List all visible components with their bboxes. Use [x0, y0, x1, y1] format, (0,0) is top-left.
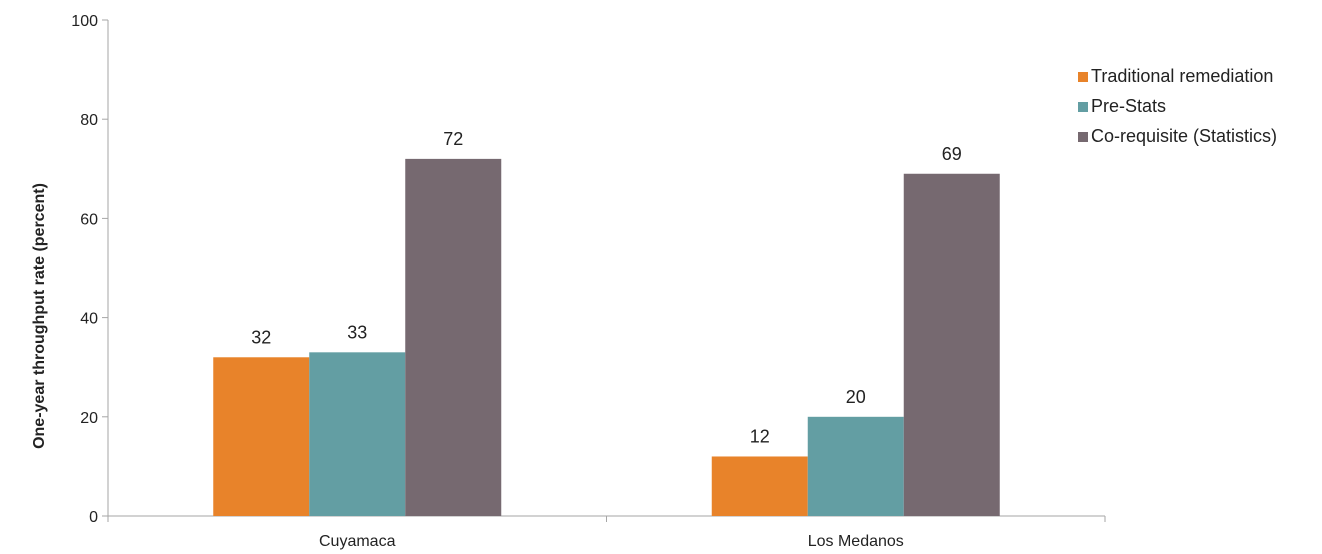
legend: Traditional remediation Pre-Stats Co-requi… [1078, 66, 1277, 146]
data-label: 33 [347, 322, 367, 342]
y-tick-label: 100 [71, 13, 98, 30]
x-axis: Cuyamaca Los Medanos [107, 515, 1106, 550]
y-tick-label: 40 [80, 311, 98, 328]
data-label: 12 [750, 426, 770, 446]
bar [807, 416, 904, 516]
legend-label: Co-requisite (Statistics) [1091, 126, 1277, 146]
y-tick-label: 60 [80, 211, 98, 228]
y-tick-label: 80 [80, 112, 98, 129]
data-labels: 32 33 72 12 20 69 [251, 129, 962, 447]
bar [903, 173, 1000, 516]
x-category-label: Cuyamaca [319, 533, 396, 550]
data-label: 32 [251, 327, 271, 347]
legend-label: Traditional remediation [1091, 66, 1273, 86]
y-tick-label: 20 [80, 410, 98, 427]
legend-label: Pre-Stats [1091, 96, 1166, 116]
y-axis-title: One-year throughput rate (percent) [31, 183, 48, 449]
data-label: 69 [942, 144, 962, 164]
x-category-label: Los Medanos [808, 533, 904, 550]
legend-swatch [1078, 132, 1088, 142]
bar [405, 158, 502, 516]
bar [711, 456, 808, 516]
data-label: 72 [443, 129, 463, 149]
bars [213, 158, 1000, 516]
y-tick-label: 0 [89, 509, 98, 526]
bar [309, 352, 406, 516]
legend-swatch [1078, 102, 1088, 112]
legend-swatch [1078, 72, 1088, 82]
bar [213, 357, 310, 516]
y-axis: 0 20 40 60 80 100 [71, 13, 109, 526]
data-label: 20 [846, 387, 866, 407]
